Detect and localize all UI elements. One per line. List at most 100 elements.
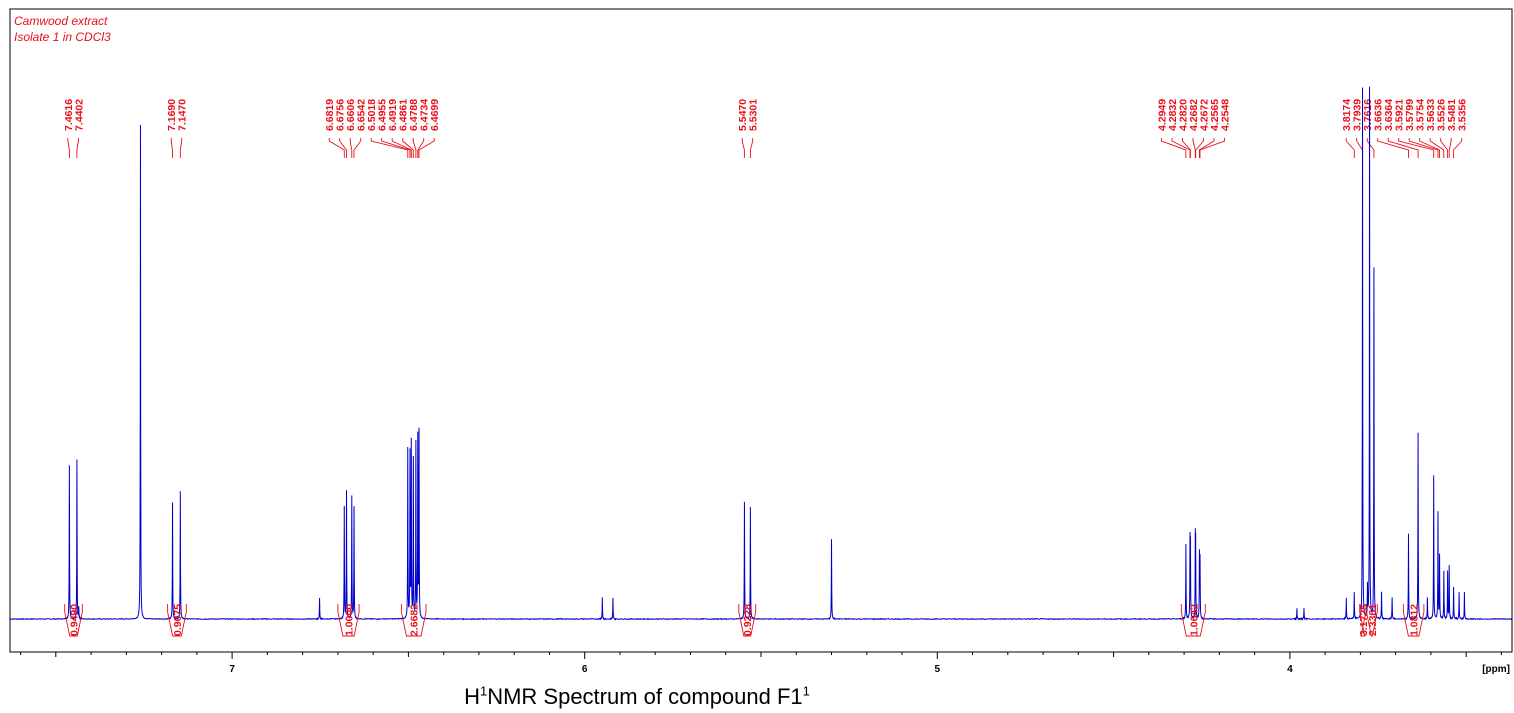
- peak-label: 4.2820: [1178, 99, 1190, 131]
- peak-label-leader: [381, 138, 411, 158]
- peak-label: 6.5018: [366, 99, 378, 131]
- peak-label-leader: [1366, 138, 1375, 158]
- peak-label-leader: [1448, 138, 1452, 158]
- peak-label-leader: [418, 138, 435, 158]
- peak-label-leader: [417, 138, 425, 158]
- peak-label-leader: [170, 138, 173, 158]
- peak-label: 4.2548: [1220, 99, 1232, 131]
- peak-label: 6.4861: [398, 99, 410, 131]
- peak-label: 4.2672: [1199, 99, 1211, 131]
- plot-frame: [9, 8, 1513, 653]
- peak-label: 5.5301: [748, 99, 760, 131]
- caption-text: NMR Spectrum of compound F1: [487, 684, 803, 709]
- x-tick-label: 4: [1287, 664, 1293, 675]
- peak-label-leader: [412, 138, 417, 158]
- peak-label: 3.6364: [1383, 99, 1395, 131]
- peak-label-leader: [1408, 138, 1439, 158]
- peak-label-leader: [76, 138, 79, 158]
- peak-label: 6.6756: [335, 99, 347, 131]
- integral-bracket: [1365, 604, 1378, 637]
- peak-label-leader: [328, 138, 345, 158]
- peak-label-leader: [1419, 138, 1441, 158]
- integral-bracket: [400, 604, 427, 637]
- peak-label-leader: [402, 138, 414, 158]
- peak-label: 3.5921: [1394, 99, 1406, 131]
- peak-label: 5.5470: [737, 99, 749, 131]
- peak-label: 3.5356: [1457, 99, 1469, 131]
- integral-value: 1.0000: [344, 604, 356, 636]
- peak-label: 3.5481: [1446, 99, 1458, 131]
- peak-label-leader: [67, 138, 70, 158]
- figure-caption: H1NMR Spectrum of compound F11: [0, 684, 1514, 710]
- peak-label-leader: [1387, 138, 1419, 158]
- integral-value: 3.1725: [1358, 604, 1370, 636]
- integral-bracket: [1180, 604, 1206, 637]
- peak-label: 6.4788: [408, 99, 420, 131]
- peak-label: 6.6606: [345, 99, 357, 131]
- peak-label-leader: [1429, 138, 1445, 158]
- integral-bracket: [1402, 604, 1425, 637]
- peak-label: 3.5799: [1404, 99, 1416, 131]
- integral-bracket: [167, 604, 187, 637]
- peak-label: 3.7616: [1362, 99, 1374, 131]
- peak-label-leader: [1195, 138, 1204, 158]
- integral-bracket: [64, 604, 83, 637]
- peak-label: 7.1690: [166, 99, 178, 131]
- peak-label: 6.4699: [429, 99, 441, 131]
- caption-superscript-2: 1: [802, 683, 810, 699]
- peak-label-leader: [1377, 138, 1409, 158]
- x-tick-label: 5: [935, 664, 941, 675]
- peak-label-leader: [1356, 138, 1363, 158]
- peak-label: 6.4955: [377, 99, 389, 131]
- integral-value: 1.0642: [1188, 604, 1200, 636]
- peak-label: 3.7939: [1352, 99, 1364, 131]
- peak-label: 3.5526: [1436, 99, 1448, 131]
- spectrum-trace: [9, 86, 1513, 622]
- peak-label: 3.6636: [1373, 99, 1385, 131]
- peak-label-leader: [391, 138, 412, 158]
- peak-label: 3.8174: [1341, 99, 1353, 131]
- peak-label: 7.1470: [177, 99, 189, 131]
- peak-label: 4.2832: [1167, 99, 1179, 131]
- sample-label-line2: Isolate 1 in CDCl3: [14, 30, 111, 44]
- peak-label: 4.2949: [1157, 99, 1169, 131]
- integral-value: 0.9228: [742, 604, 754, 636]
- sample-label-line1: Camwood extract: [14, 14, 108, 28]
- peak-label: 6.4734: [419, 99, 431, 131]
- peak-label: 7.4402: [73, 99, 85, 131]
- integral-value: 1.0812: [1409, 604, 1421, 636]
- peak-label: 3.5754: [1415, 99, 1427, 131]
- peak-label-leader: [349, 138, 353, 158]
- peak-label: 6.6542: [356, 99, 368, 131]
- peak-label-leader: [1345, 138, 1355, 158]
- peak-label-leader: [1440, 138, 1449, 158]
- peak-label-leader: [1182, 138, 1191, 158]
- peak-label-leader: [749, 138, 754, 158]
- peak-label-leader: [1198, 138, 1215, 158]
- peak-label: 7.4616: [63, 99, 75, 131]
- peak-label: 4.2682: [1188, 99, 1200, 131]
- x-tick-label: 6: [582, 664, 588, 675]
- peak-label-leader: [1161, 138, 1187, 158]
- integral-value: 2.6682: [409, 604, 421, 636]
- caption-superscript-1: 1: [479, 683, 488, 699]
- peak-label-leader: [339, 138, 347, 158]
- integral-value: 0.9490: [69, 604, 81, 636]
- peak-label-leader: [1199, 138, 1225, 158]
- peak-label-leader: [353, 138, 362, 158]
- peak-label: 6.4919: [387, 99, 399, 131]
- peak-label: 3.5633: [1425, 99, 1437, 131]
- peak-label-leader: [179, 138, 183, 158]
- peak-label-leader: [1398, 138, 1435, 158]
- peak-label-leader: [1192, 138, 1196, 158]
- peak-label: 6.6819: [324, 99, 336, 131]
- peak-label-leader: [741, 138, 745, 158]
- x-axis-label: [ppm]: [1482, 664, 1510, 675]
- caption-prefix: H: [464, 684, 480, 709]
- integral-value: 0.9075: [172, 604, 184, 636]
- integral-bracket: [738, 604, 757, 637]
- x-tick-label: 7: [229, 664, 235, 675]
- integral-value: 2.3361: [1367, 604, 1379, 636]
- peak-label-leader: [370, 138, 409, 158]
